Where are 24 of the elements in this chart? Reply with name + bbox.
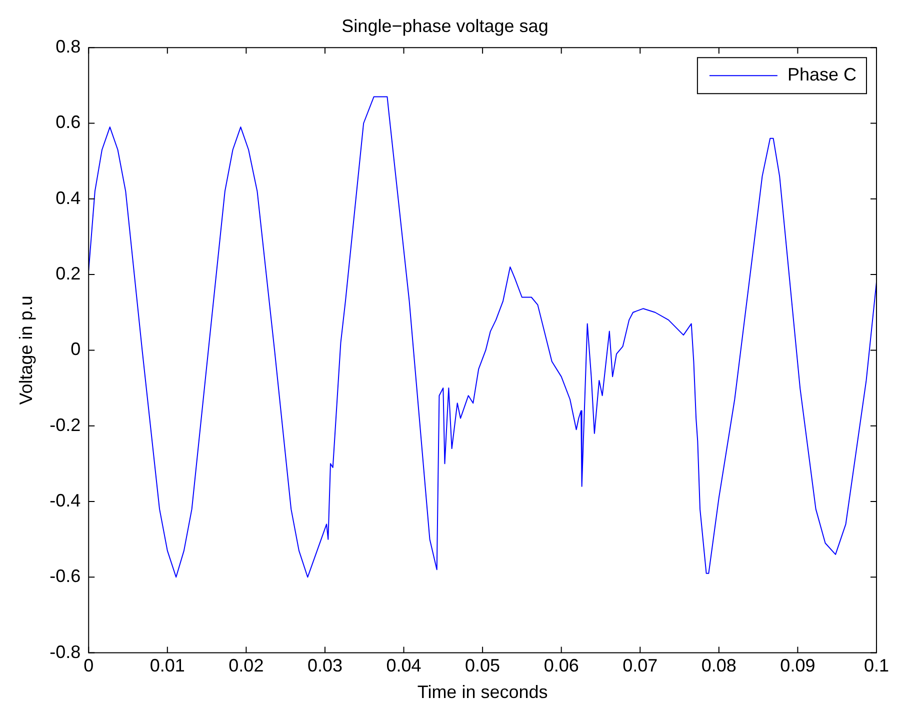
legend-label: Phase C: [787, 64, 856, 85]
x-tick-label: 0.04: [386, 656, 422, 676]
y-tick-label: 0.2: [56, 264, 81, 284]
y-tick-label: 0.8: [56, 36, 81, 57]
y-tick-label: -0.6: [50, 566, 81, 586]
x-tick-label: 0.05: [465, 656, 500, 676]
x-tick-label: 0.01: [150, 656, 185, 676]
y-tick-label: 0: [70, 339, 81, 360]
chart-title: Single−phase voltage sag: [342, 16, 548, 36]
x-tick-label: 0.06: [544, 656, 579, 676]
x-tick-label: 0.09: [780, 656, 816, 676]
y-tick-label: -0.2: [50, 414, 81, 435]
x-tick-label: 0.07: [622, 656, 658, 676]
y-tick-label: 0.6: [56, 112, 81, 132]
y-tick-label: 0.4: [56, 188, 81, 208]
y-tick-label: -0.8: [50, 642, 81, 662]
x-tick-label: 0.03: [307, 656, 342, 676]
x-tick-label: 0.08: [701, 656, 736, 676]
x-axis-title: Time in seconds: [417, 682, 548, 702]
y-tick-label: -0.4: [50, 490, 81, 510]
x-tick-label: 0.1: [864, 656, 890, 676]
x-tick-label: 0: [84, 656, 94, 676]
x-tick-label: 0.02: [228, 656, 264, 676]
y-axis-title: Voltage in p.u: [16, 296, 36, 405]
